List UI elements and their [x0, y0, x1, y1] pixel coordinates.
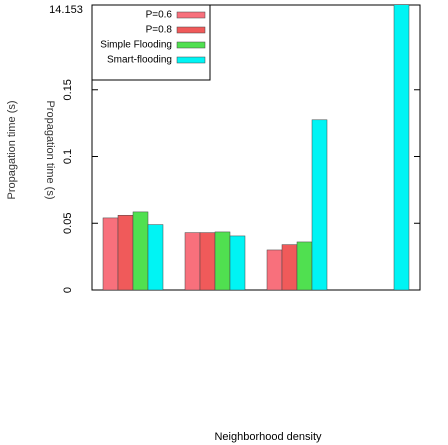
bar — [311, 119, 328, 290]
legend-swatch — [176, 56, 206, 64]
y-tick-label: 0.15 — [62, 79, 74, 100]
bars — [102, 5, 410, 290]
y-tick-label: 0.05 — [62, 213, 74, 234]
legend-swatch — [176, 11, 206, 19]
legend-swatch — [176, 26, 206, 34]
bar — [266, 249, 283, 290]
legend-label: Smart-flooding — [107, 55, 172, 66]
bar — [132, 211, 149, 290]
legend-label: Simple Flooding — [100, 40, 172, 51]
bar — [229, 235, 246, 290]
bar — [296, 241, 313, 290]
bar — [281, 244, 298, 290]
bar — [214, 231, 231, 290]
legend-label: P=0.8 — [146, 25, 173, 36]
top-annotation: 14.153 — [49, 4, 83, 16]
bar — [184, 232, 201, 290]
x-axis-label: Neighborhood density — [214, 431, 322, 443]
legend-label: P=0.6 — [146, 10, 173, 21]
bar — [199, 232, 216, 290]
y-axis-label-copy: Propagation time (s) — [44, 100, 56, 199]
bar — [147, 224, 164, 290]
bar — [393, 5, 410, 290]
plot-frame — [91, 4, 421, 291]
bar — [102, 217, 119, 290]
legend-swatch — [176, 41, 206, 49]
y-axis-label: Propagation time (s) — [6, 100, 18, 199]
y-tick-label: 0 — [62, 287, 74, 293]
bar — [117, 214, 134, 290]
y-tick-label: 0.1 — [62, 149, 74, 164]
